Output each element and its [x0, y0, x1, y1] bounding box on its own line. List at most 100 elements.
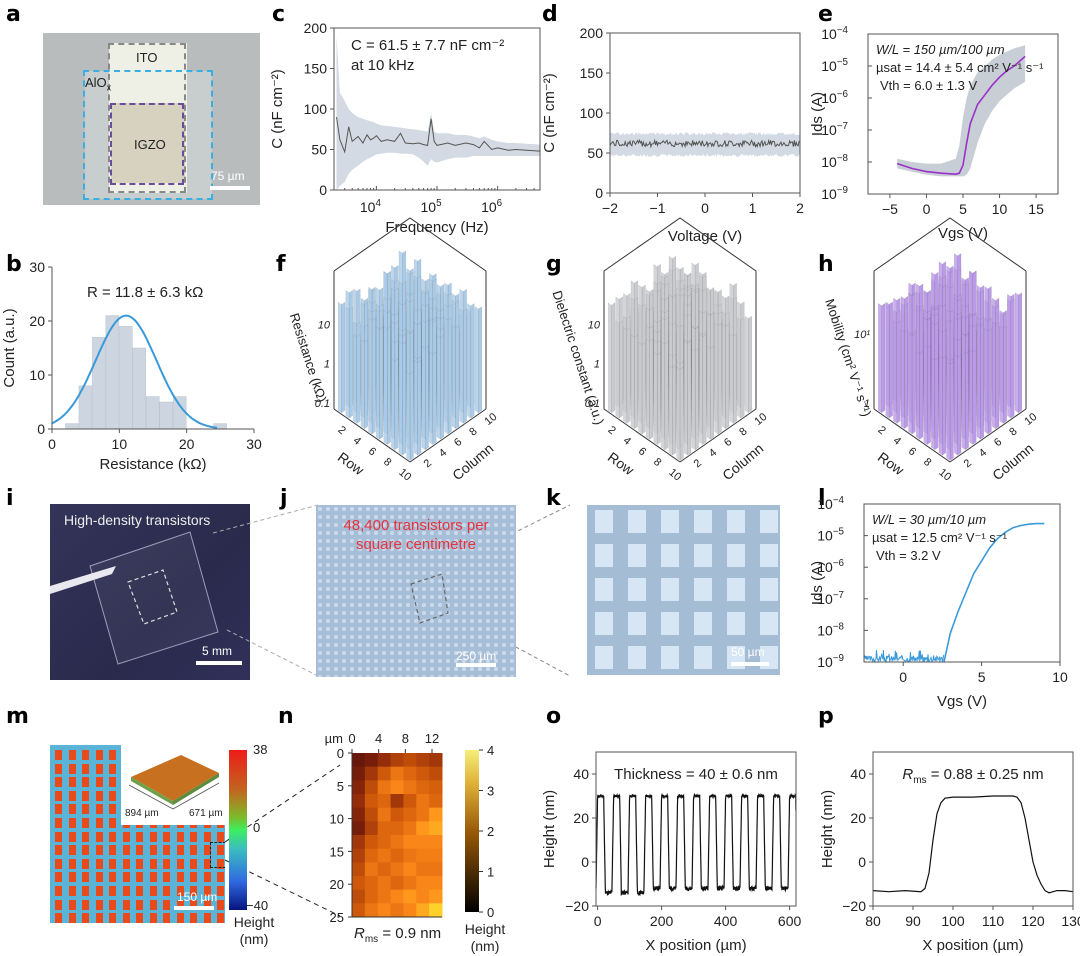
- pillar-cell: [95, 804, 103, 815]
- heatmap-cell: [416, 876, 430, 891]
- bar-3d: [684, 340, 692, 456]
- pillar-cell: [109, 777, 116, 788]
- bar-face-left: [429, 351, 433, 445]
- heatmap-cell: [403, 835, 417, 850]
- pillar-cell: [149, 845, 157, 856]
- transistor-pad: [628, 578, 646, 601]
- row-tick-label: 6: [906, 445, 918, 458]
- box-top-edge: [333, 217, 487, 272]
- bar-face-left: [353, 334, 357, 424]
- annotation-l-line3: Vth = 3.2 V: [876, 548, 941, 563]
- bar-face-left: [946, 361, 951, 461]
- y-tick-label: 10−8: [817, 621, 844, 638]
- bar-3d: [729, 333, 737, 424]
- heatmap-cell: [352, 862, 366, 877]
- heatmap-cell: [377, 903, 392, 918]
- heatmap-cell: [403, 807, 417, 822]
- bar-face-left: [1007, 299, 1011, 419]
- z-tick-label: 10¹: [854, 329, 870, 341]
- x-axis-label: X position (µm): [645, 937, 746, 954]
- bar-3d: [398, 341, 406, 456]
- bar-3d: [992, 321, 1000, 429]
- y-tick-label: 0: [858, 854, 866, 870]
- bar-face-left: [999, 325, 1004, 424]
- bar-face-left: [893, 320, 897, 424]
- bar-face-right: [927, 345, 931, 445]
- pillar-cell: [149, 831, 157, 842]
- pillar-cell: [122, 858, 130, 869]
- bar-face-left: [444, 317, 449, 435]
- y-tick-label: 10−4: [817, 495, 844, 512]
- bar-face-left: [646, 338, 650, 440]
- bar-face-left: [653, 352, 658, 445]
- heatmap-cell: [390, 821, 404, 836]
- scale-label-k: 50 µm: [731, 645, 765, 659]
- transistor-pad: [661, 510, 679, 533]
- annotation-c-line2: at 10 kHz: [351, 57, 414, 74]
- pillar-cell: [55, 818, 62, 828]
- panel-label-k: k: [546, 486, 561, 511]
- pillar-cell: [203, 845, 211, 856]
- transistor-pad: [694, 646, 712, 669]
- row-tick-label: 6: [636, 445, 648, 458]
- heatmap-cell: [352, 848, 366, 863]
- panel-label-b: b: [6, 252, 22, 277]
- x-tick-label: 0: [701, 200, 709, 216]
- pillar-cell: [68, 831, 76, 842]
- transistor-array-photo: High-density transistors 5 mm: [50, 504, 250, 680]
- transistor-pad: [628, 544, 646, 567]
- pillar-cell: [82, 872, 89, 883]
- pillar-cell: [109, 845, 116, 856]
- heatmap-cell: [390, 753, 404, 768]
- bar-3d: [946, 361, 954, 461]
- x-tick-label: 105: [420, 198, 442, 215]
- heatmap-cell: [364, 903, 379, 918]
- bar-face-right: [341, 301, 346, 413]
- bar-3d: [406, 371, 414, 461]
- pillar-cell: [68, 750, 76, 760]
- bar-face-left: [706, 345, 711, 440]
- heatmap-cell: [403, 766, 417, 781]
- column-tick-label: 6: [992, 436, 1004, 449]
- x-tick-label: 2: [796, 200, 804, 216]
- pillar-cell: [82, 831, 89, 842]
- x-tick-label: 90: [905, 913, 921, 929]
- pillar-cell: [217, 899, 224, 910]
- pillar-cell: [136, 845, 143, 856]
- bar-face-right: [470, 303, 475, 419]
- transistor-pad: [661, 646, 679, 669]
- pillar-cell: [190, 886, 197, 896]
- pillar-cell: [190, 872, 197, 883]
- heatmap-cell: [416, 807, 430, 822]
- heatmap-cell: [403, 780, 417, 795]
- bar-face-right: [733, 333, 737, 424]
- pillar-cell: [176, 872, 184, 883]
- pillar-cell: [95, 858, 103, 869]
- bar-3d: [345, 306, 353, 419]
- box-top-edge: [873, 217, 1027, 272]
- z-tick-label: 10: [588, 319, 601, 331]
- bar-face-left: [684, 340, 688, 456]
- pillar-cell: [163, 886, 170, 896]
- transistor-pad: [595, 544, 613, 567]
- chart-c-capacitance-frequency: 0 50 100 150 200 104 105 106 C = 61.5 ± 7.7 nF c…: [269, 20, 541, 236]
- heatmap-cell: [416, 766, 430, 781]
- bar-3d: [608, 302, 616, 413]
- row-axis-label: Row: [875, 449, 908, 479]
- bar-face-right: [649, 338, 654, 440]
- z-tick-label: 0.1: [315, 398, 330, 410]
- pillar-cell: [109, 858, 116, 869]
- pillar-cell: [122, 845, 130, 856]
- pillar-cell: [95, 845, 103, 856]
- colorbar-n: [465, 750, 479, 912]
- bar-face-right: [965, 351, 969, 451]
- y-tick-label: −20: [842, 898, 866, 914]
- row-axis: [603, 408, 681, 463]
- bar-face-right: [904, 329, 908, 429]
- pillar-cell: [82, 750, 89, 760]
- heatmap-cell: [390, 807, 404, 822]
- bar-3d: [353, 334, 361, 424]
- bar-3d: [368, 317, 376, 435]
- pillar-cell: [55, 777, 62, 788]
- bar-3d: [931, 357, 939, 451]
